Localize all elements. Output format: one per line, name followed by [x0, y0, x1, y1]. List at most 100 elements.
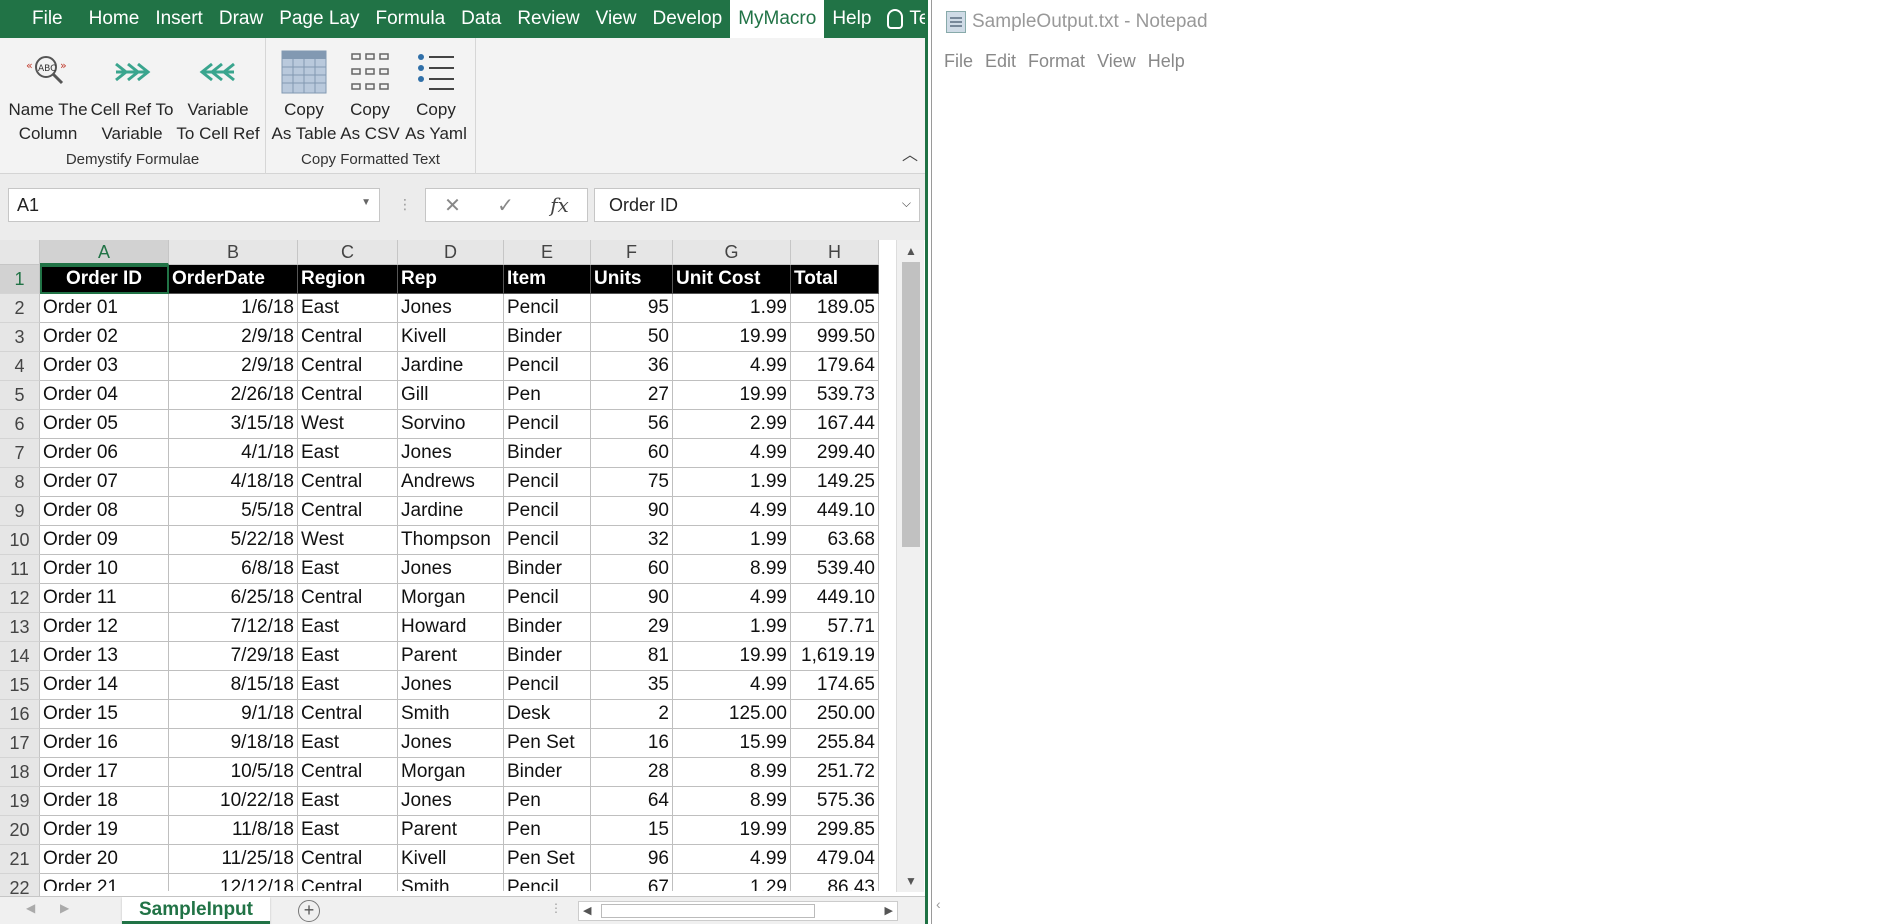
cell[interactable]: 96 — [591, 845, 673, 874]
cell[interactable]: 8/15/18 — [169, 671, 298, 700]
cell[interactable]: 16 — [591, 729, 673, 758]
cell[interactable]: Order 16 — [40, 729, 169, 758]
row-header-2[interactable]: 2 — [0, 294, 40, 323]
cell[interactable]: Jardine — [398, 497, 504, 526]
cell[interactable]: Order 20 — [40, 845, 169, 874]
menu-view[interactable]: View — [1097, 50, 1136, 71]
cell[interactable]: 11/25/18 — [169, 845, 298, 874]
cell[interactable]: Order 17 — [40, 758, 169, 787]
cell[interactable]: 7/12/18 — [169, 613, 298, 642]
cell[interactable]: Order 02 — [40, 323, 169, 352]
cell[interactable]: Order 14 — [40, 671, 169, 700]
cell[interactable]: 2/9/18 — [169, 323, 298, 352]
cell[interactable]: 251.72 — [791, 758, 879, 787]
cell[interactable]: Central — [298, 468, 398, 497]
cell[interactable]: 81 — [591, 642, 673, 671]
cell[interactable]: Central — [298, 497, 398, 526]
row-header-4[interactable]: 4 — [0, 352, 40, 381]
collapse-ribbon-chevron-icon[interactable]: ︿ — [901, 147, 918, 164]
cell[interactable]: Order 15 — [40, 700, 169, 729]
cell[interactable]: Order 09 — [40, 526, 169, 555]
cell[interactable]: 4/18/18 — [169, 468, 298, 497]
cell[interactable]: 149.25 — [791, 468, 879, 497]
cell[interactable]: 299.40 — [791, 439, 879, 468]
cell[interactable]: 11/8/18 — [169, 816, 298, 845]
row-header-10[interactable]: 10 — [0, 526, 40, 555]
cell[interactable]: Order 10 — [40, 555, 169, 584]
tab-home[interactable]: Home — [88, 8, 140, 29]
cell[interactable]: Parent — [398, 642, 504, 671]
next-sheet-icon[interactable]: ▶ — [60, 901, 70, 915]
cell[interactable]: Sorvino — [398, 410, 504, 439]
horizontal-scroll-thumb[interactable] — [601, 904, 815, 918]
formula-input[interactable]: Order ID ⌵ — [594, 188, 920, 222]
cell[interactable]: 95 — [591, 294, 673, 323]
cell[interactable]: Central — [298, 323, 398, 352]
scroll-down-icon[interactable]: ▼ — [905, 874, 917, 888]
vertical-scroll-thumb[interactable] — [902, 262, 920, 547]
row-header-19[interactable]: 19 — [0, 787, 40, 816]
cell[interactable]: East — [298, 613, 398, 642]
cell[interactable]: 449.10 — [791, 497, 879, 526]
cell[interactable]: Order 08 — [40, 497, 169, 526]
cell[interactable]: 19.99 — [673, 381, 791, 410]
tab-developer[interactable]: Develop — [652, 8, 723, 29]
cell[interactable]: Jardine — [398, 352, 504, 381]
cell[interactable]: Morgan — [398, 584, 504, 613]
tab-help[interactable]: Help — [832, 8, 872, 29]
cell[interactable]: Pencil — [504, 671, 591, 700]
header-cell[interactable]: OrderDate — [169, 265, 298, 294]
cell[interactable]: Morgan — [398, 758, 504, 787]
cell[interactable]: Pen — [504, 816, 591, 845]
cell[interactable]: Order 12 — [40, 613, 169, 642]
cell[interactable]: Jones — [398, 671, 504, 700]
cell[interactable]: Order 13 — [40, 642, 169, 671]
cell[interactable]: East — [298, 555, 398, 584]
cell[interactable]: 2 — [591, 700, 673, 729]
cell[interactable]: 63.68 — [791, 526, 879, 555]
notepad-text-area[interactable] — [932, 80, 1887, 924]
cell[interactable]: Order 18 — [40, 787, 169, 816]
row-header-5[interactable]: 5 — [0, 381, 40, 410]
cell[interactable]: Jones — [398, 555, 504, 584]
cell[interactable]: 15 — [591, 816, 673, 845]
cell[interactable]: Kivell — [398, 323, 504, 352]
cell[interactable]: 15.99 — [673, 729, 791, 758]
row-header-18[interactable]: 18 — [0, 758, 40, 787]
cell-ref-to-variable-button[interactable]: Cell Ref To Variable — [86, 46, 178, 146]
cell[interactable]: 4.99 — [673, 352, 791, 381]
insert-function-icon[interactable]: fx — [550, 193, 569, 217]
row-header-11[interactable]: 11 — [0, 555, 40, 584]
cell[interactable]: West — [298, 526, 398, 555]
row-header-16[interactable]: 16 — [0, 700, 40, 729]
cell[interactable]: Kivell — [398, 845, 504, 874]
name-box[interactable]: A1 ▼ — [8, 188, 380, 222]
tell-me-search[interactable]: Tell me w — [879, 0, 925, 38]
menu-file[interactable]: File — [944, 50, 974, 71]
row-header-21[interactable]: 21 — [0, 845, 40, 874]
row-header-9[interactable]: 9 — [0, 497, 40, 526]
cell[interactable]: Jones — [398, 729, 504, 758]
row-header-20[interactable]: 20 — [0, 816, 40, 845]
tab-review[interactable]: Review — [517, 8, 580, 29]
row-header-8[interactable]: 8 — [0, 468, 40, 497]
cell[interactable]: 75 — [591, 468, 673, 497]
column-header-h[interactable]: H — [791, 240, 879, 265]
cell[interactable]: Binder — [504, 439, 591, 468]
enter-check-icon[interactable]: ✓ — [497, 194, 514, 217]
vertical-scrollbar[interactable]: ▲ ▼ — [896, 240, 924, 892]
cell[interactable]: Binder — [504, 323, 591, 352]
cell[interactable]: West — [298, 410, 398, 439]
row-header-13[interactable]: 13 — [0, 613, 40, 642]
cell[interactable]: 6/25/18 — [169, 584, 298, 613]
cell[interactable]: 449.10 — [791, 584, 879, 613]
cell[interactable]: Howard — [398, 613, 504, 642]
cell[interactable]: 19.99 — [673, 642, 791, 671]
cell[interactable]: Pencil — [504, 468, 591, 497]
cell[interactable]: Central — [298, 381, 398, 410]
row-header-7[interactable]: 7 — [0, 439, 40, 468]
cell[interactable]: Pencil — [504, 410, 591, 439]
cell[interactable]: 64 — [591, 787, 673, 816]
cell[interactable]: Pen Set — [504, 845, 591, 874]
variable-to-cell-ref-button[interactable]: Variable To Cell Ref — [172, 46, 264, 146]
